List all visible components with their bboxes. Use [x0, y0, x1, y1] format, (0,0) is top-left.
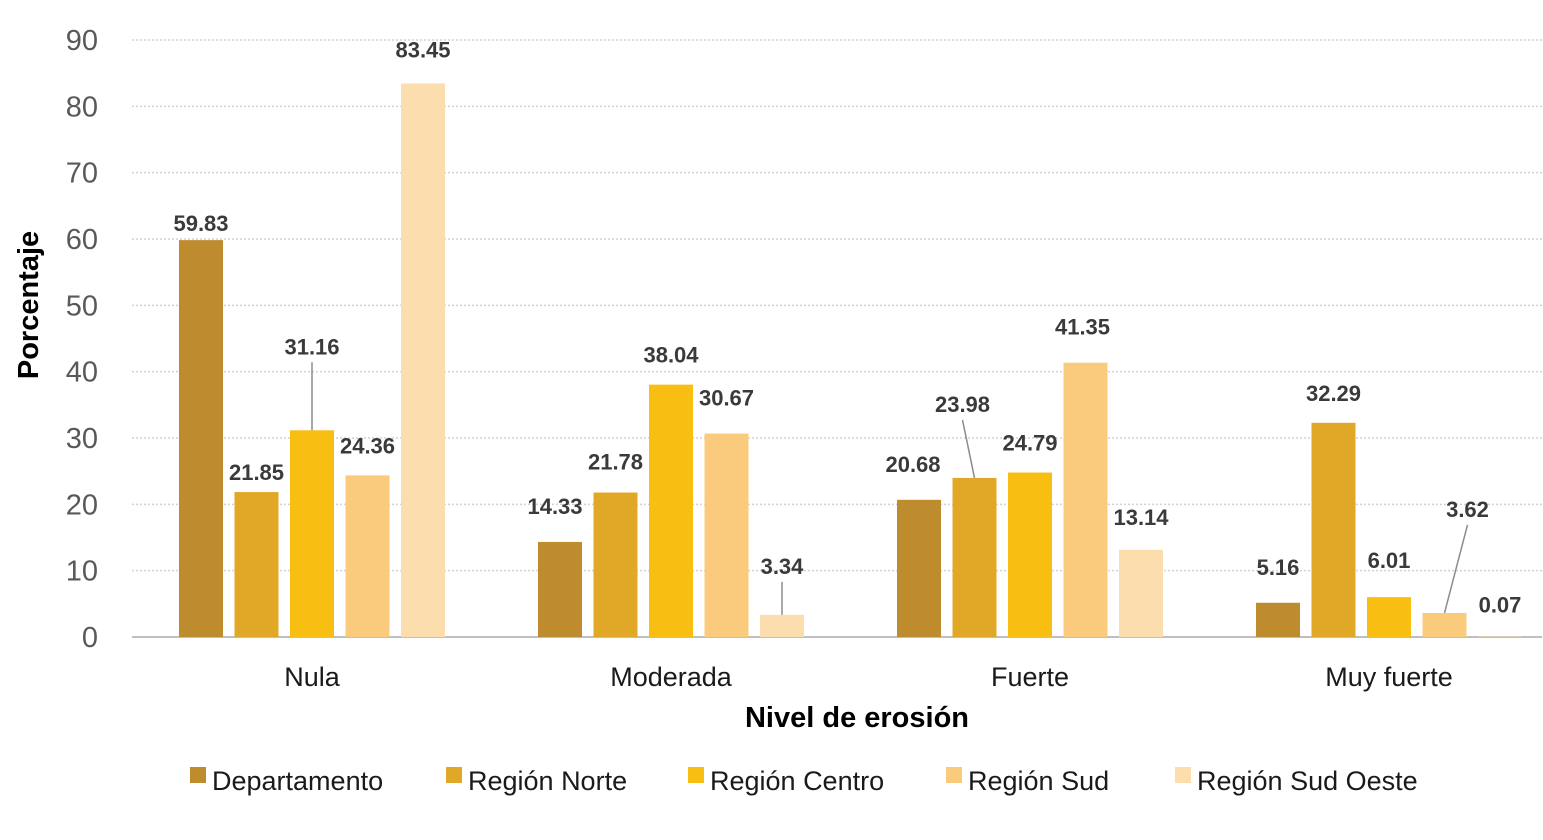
bar [401, 83, 445, 637]
data-label: 3.34 [761, 554, 805, 579]
data-label: 21.78 [588, 450, 643, 475]
data-label: 24.79 [1002, 431, 1057, 456]
data-label: 24.36 [340, 433, 395, 458]
bar [897, 500, 941, 637]
bar [1423, 613, 1467, 637]
data-label: 13.14 [1113, 505, 1169, 530]
bar [1312, 423, 1356, 637]
x-axis-ticks: Nula Moderada Fuerte Muy fuerte [284, 662, 1453, 692]
x-tick-label: Moderada [610, 662, 733, 692]
x-tick-label: Fuerte [991, 662, 1069, 692]
bar [235, 492, 279, 637]
legend-item: Región Centro [688, 766, 884, 796]
legend-label: Región Sud Oeste [1197, 766, 1418, 796]
data-label: 3.62 [1446, 497, 1489, 522]
bar [538, 542, 582, 637]
y-tick-label: 70 [66, 158, 98, 190]
y-axis-ticks: 0 10 20 30 40 50 60 70 80 90 [66, 25, 98, 654]
bar [1008, 473, 1052, 637]
legend-item: Región Norte [446, 766, 627, 796]
bars [179, 83, 1522, 637]
data-label: 5.16 [1257, 555, 1300, 580]
legend-swatch [688, 767, 704, 783]
x-tick-label: Nula [284, 662, 341, 692]
bar [649, 385, 693, 637]
bar [1367, 597, 1411, 637]
data-label: 31.16 [284, 334, 339, 359]
bar [705, 434, 749, 637]
data-label: 38.04 [643, 343, 699, 368]
bar [953, 478, 997, 637]
y-tick-label: 40 [66, 357, 98, 389]
x-tick-label: Muy fuerte [1325, 662, 1453, 692]
leader-line [963, 420, 975, 478]
data-label: 0.07 [1479, 593, 1522, 618]
data-label: 32.29 [1306, 381, 1361, 406]
legend: Departamento Región Norte Región Centro Reg… [190, 766, 1418, 796]
data-label: 20.68 [885, 452, 940, 477]
legend-label: Región Sud [968, 766, 1109, 796]
y-tick-label: 80 [66, 91, 98, 123]
y-tick-label: 10 [66, 556, 98, 588]
bar [1256, 603, 1300, 637]
bar [1119, 550, 1163, 637]
data-label: 59.83 [173, 211, 228, 236]
leader-line [1445, 525, 1468, 613]
legend-label: Región Norte [468, 766, 627, 796]
legend-item: Región Sud [946, 766, 1109, 796]
bar [346, 475, 390, 637]
data-label: 83.45 [395, 37, 450, 62]
bar [179, 240, 223, 637]
legend-item: Región Sud Oeste [1175, 766, 1418, 796]
legend-swatch [446, 767, 462, 783]
data-label: 6.01 [1368, 548, 1411, 573]
legend-label: Región Centro [710, 766, 884, 796]
x-axis-title: Nivel de erosión [745, 702, 969, 734]
y-tick-label: 0 [82, 622, 98, 654]
y-tick-label: 50 [66, 290, 98, 322]
legend-swatch [1175, 767, 1191, 783]
bar [760, 615, 804, 637]
legend-swatch [946, 767, 962, 783]
y-tick-label: 60 [66, 224, 98, 256]
data-label: 21.85 [229, 460, 284, 485]
y-tick-label: 20 [66, 489, 98, 521]
y-axis-title: Porcentaje [13, 231, 45, 379]
bar [1064, 363, 1108, 637]
y-tick-label: 30 [66, 423, 98, 455]
legend-swatch [190, 767, 206, 783]
legend-item: Departamento [190, 766, 383, 796]
data-label: 23.98 [935, 392, 990, 417]
data-label: 14.33 [527, 494, 582, 519]
bar [290, 430, 334, 637]
y-tick-label: 90 [66, 25, 98, 57]
legend-label: Departamento [212, 766, 383, 796]
data-label: 41.35 [1055, 315, 1110, 340]
data-label: 30.67 [699, 386, 754, 411]
bar [594, 493, 638, 637]
